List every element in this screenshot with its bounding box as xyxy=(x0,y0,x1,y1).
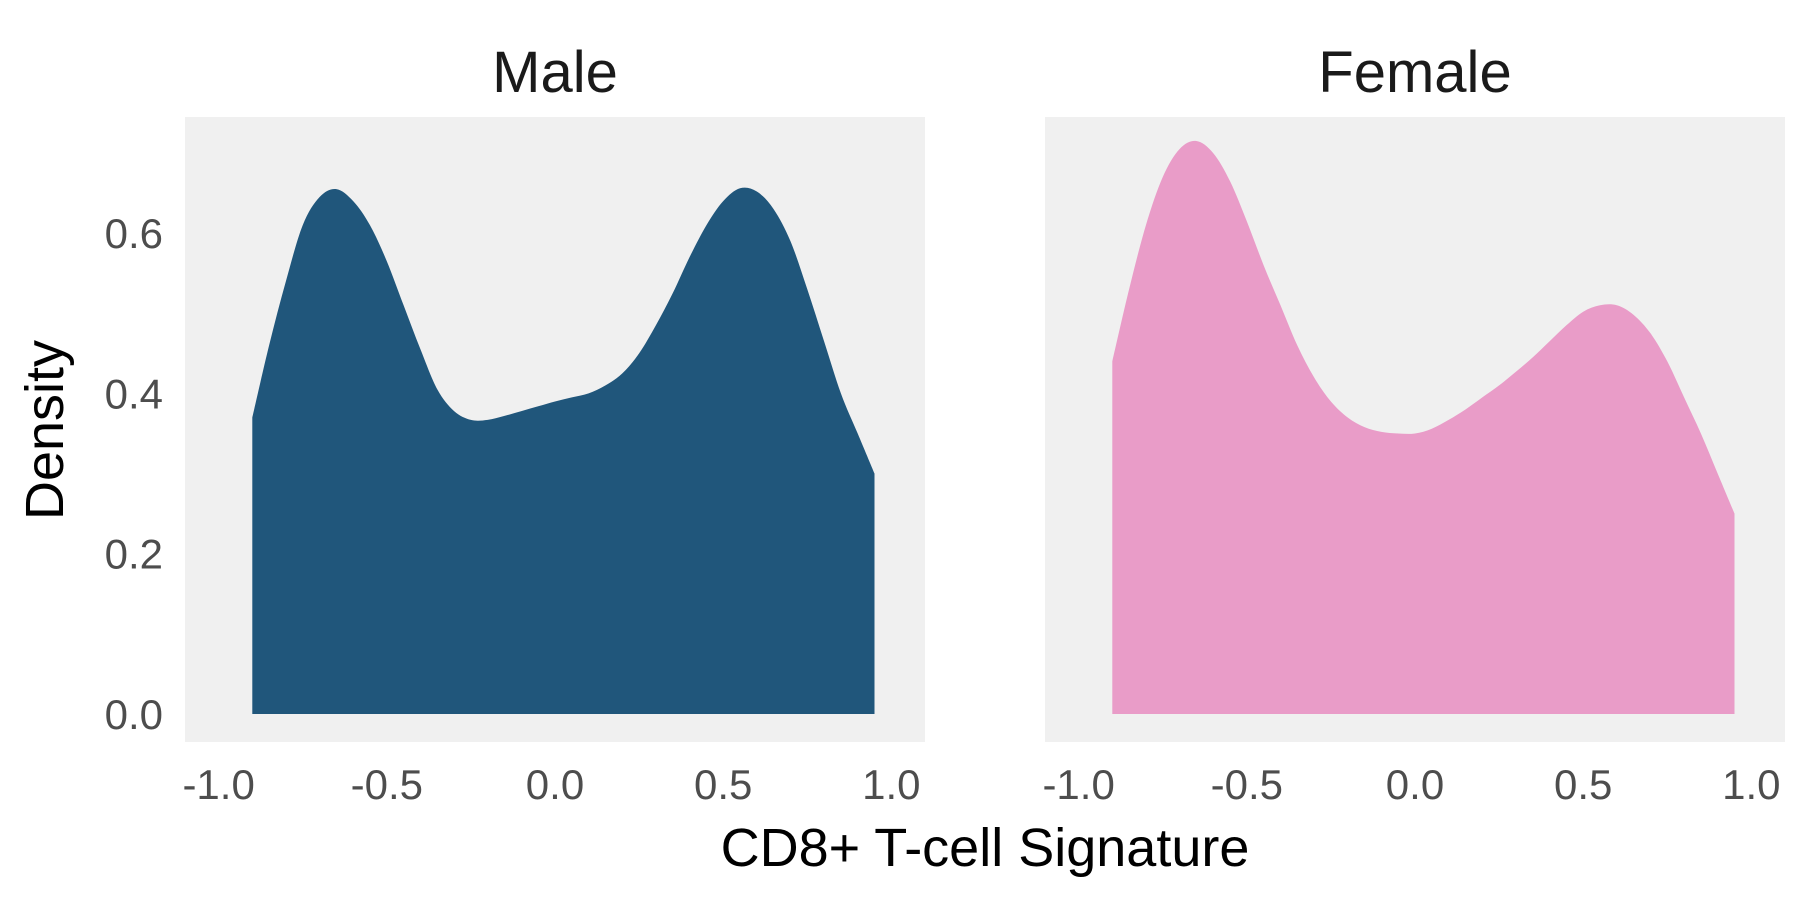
x-axis-title: CD8+ T-cell Signature xyxy=(721,818,1250,878)
panel-male: Male xyxy=(185,40,925,742)
x-tick-label: 0.0 xyxy=(526,761,584,808)
y-tick-label: 0.6 xyxy=(105,210,163,257)
y-axis-ticks: 0.0 0.2 0.4 0.6 xyxy=(105,210,163,738)
facet-title-female: Female xyxy=(1318,40,1511,105)
y-tick-label: 0.4 xyxy=(105,370,163,417)
x-tick-label: -0.5 xyxy=(351,761,423,808)
x-tick-label: 1.0 xyxy=(862,761,920,808)
panel-female: Female xyxy=(1045,40,1785,742)
density-area-male xyxy=(252,187,875,715)
y-tick-label: 0.2 xyxy=(105,531,163,578)
y-axis-title: Density xyxy=(15,340,75,520)
x-tick-label: 0.5 xyxy=(694,761,752,808)
x-tick-label: 0.5 xyxy=(1554,761,1612,808)
x-axis-ticks-female: -1.0 -0.5 0.0 0.5 1.0 xyxy=(1042,761,1780,808)
x-tick-label: -1.0 xyxy=(1042,761,1114,808)
y-tick-label: 0.0 xyxy=(105,691,163,738)
x-tick-label: -1.0 xyxy=(182,761,254,808)
facet-title-male: Male xyxy=(492,40,618,105)
x-axis-ticks-male: -1.0 -0.5 0.0 0.5 1.0 xyxy=(182,761,920,808)
x-tick-label: 0.0 xyxy=(1386,761,1444,808)
x-tick-label: 1.0 xyxy=(1722,761,1780,808)
x-tick-label: -0.5 xyxy=(1211,761,1283,808)
density-area-female xyxy=(1112,140,1735,714)
